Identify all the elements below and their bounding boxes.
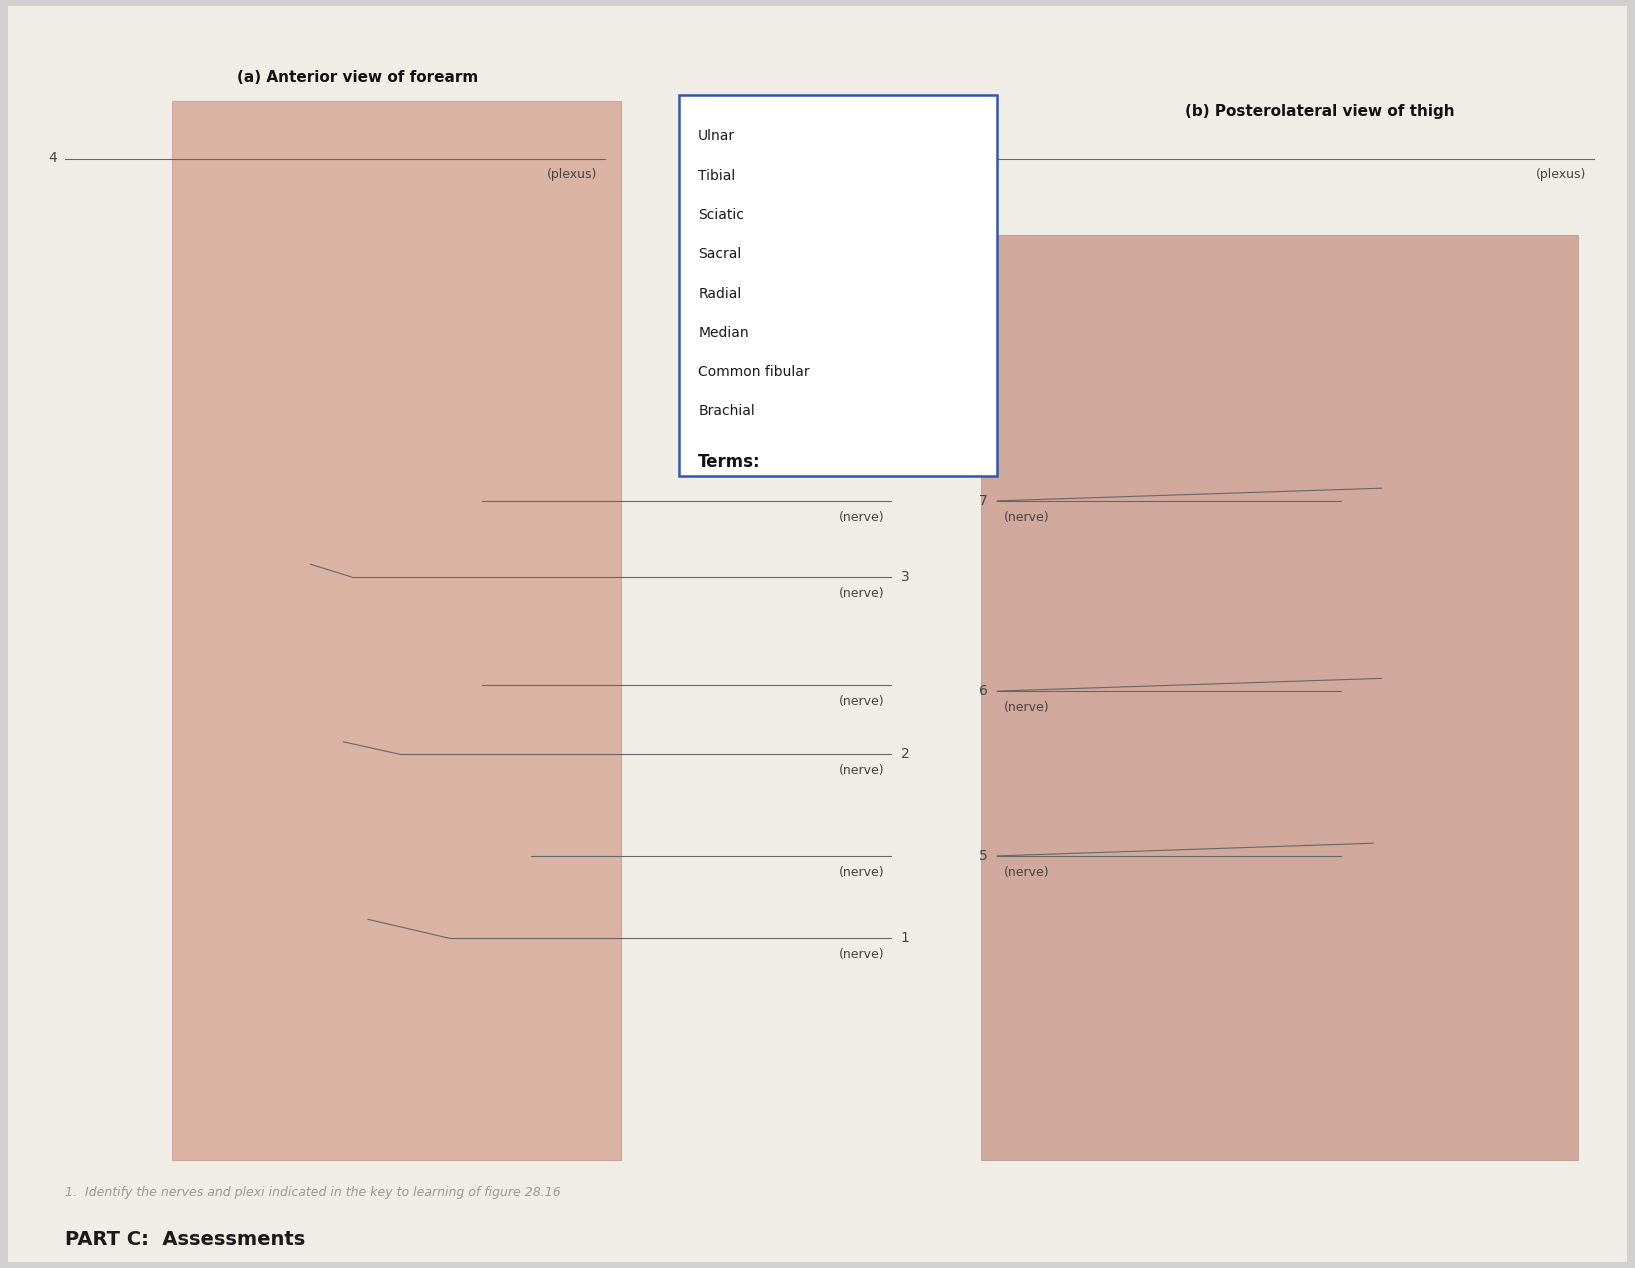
Text: Brachial: Brachial xyxy=(698,404,755,418)
Text: 5: 5 xyxy=(979,848,988,864)
Text: (a) Anterior view of forearm: (a) Anterior view of forearm xyxy=(237,70,479,85)
Text: 6: 6 xyxy=(979,683,988,699)
Text: (nerve): (nerve) xyxy=(839,587,885,600)
Text: Ulnar: Ulnar xyxy=(698,129,736,143)
Text: PART C:  Assessments: PART C: Assessments xyxy=(65,1230,306,1249)
Text: 8: 8 xyxy=(981,151,989,166)
Text: Sciatic: Sciatic xyxy=(698,208,744,222)
Text: (nerve): (nerve) xyxy=(1004,511,1050,524)
Text: Median: Median xyxy=(698,326,749,340)
Bar xyxy=(172,101,621,1160)
Text: Radial: Radial xyxy=(698,287,741,301)
Text: (nerve): (nerve) xyxy=(839,948,885,961)
Text: 3: 3 xyxy=(901,569,909,585)
Text: (nerve): (nerve) xyxy=(839,511,885,524)
Text: (plexus): (plexus) xyxy=(1535,169,1586,181)
Text: Common fibular: Common fibular xyxy=(698,365,809,379)
Text: 7: 7 xyxy=(979,493,988,508)
Text: 1: 1 xyxy=(901,931,909,946)
Text: Sacral: Sacral xyxy=(698,247,741,261)
Bar xyxy=(679,95,997,476)
Bar xyxy=(981,235,1578,1160)
Text: (nerve): (nerve) xyxy=(1004,701,1050,714)
Text: 4: 4 xyxy=(49,151,57,166)
Text: (b) Posterolateral view of thigh: (b) Posterolateral view of thigh xyxy=(1185,104,1455,119)
Text: (nerve): (nerve) xyxy=(839,695,885,708)
Text: (nerve): (nerve) xyxy=(839,765,885,777)
Text: 1.  Identify the nerves and plexi indicated in the key to learning of figure 28.: 1. Identify the nerves and plexi indicat… xyxy=(65,1186,561,1198)
Text: Tibial: Tibial xyxy=(698,169,736,183)
Text: (nerve): (nerve) xyxy=(1004,866,1050,879)
Text: (nerve): (nerve) xyxy=(839,866,885,879)
Text: Terms:: Terms: xyxy=(698,453,760,470)
Text: (plexus): (plexus) xyxy=(546,169,597,181)
Text: 2: 2 xyxy=(901,747,909,762)
